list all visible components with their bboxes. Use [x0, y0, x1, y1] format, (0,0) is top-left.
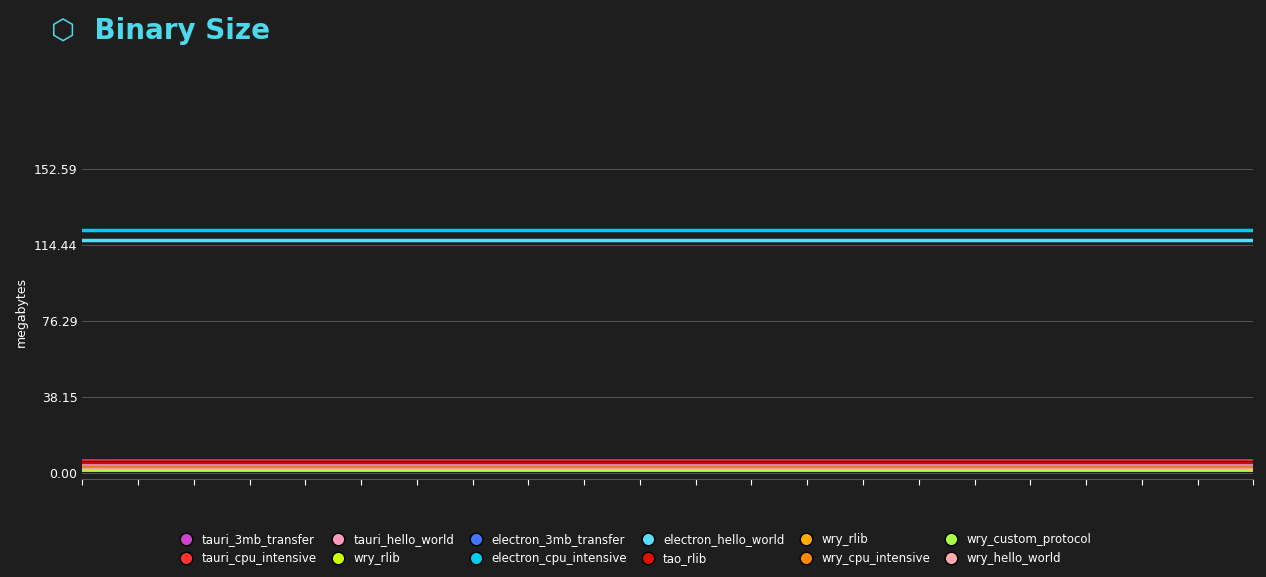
Text: ⬡  Binary Size: ⬡ Binary Size: [51, 17, 270, 46]
Legend: tauri_3mb_transfer, tauri_cpu_intensive, tauri_hello_world, wry_rlib, electron_3: tauri_3mb_transfer, tauri_cpu_intensive,…: [168, 527, 1098, 571]
Y-axis label: megabytes: megabytes: [15, 276, 28, 347]
